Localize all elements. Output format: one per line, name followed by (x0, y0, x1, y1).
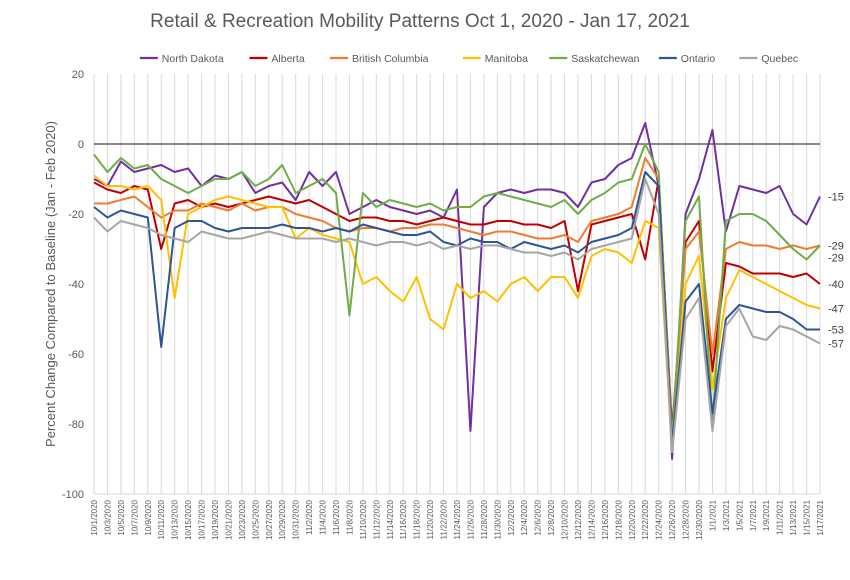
x-tick-label: 11/24/2020 (453, 499, 462, 539)
series-line-saskatchewan (93, 143, 821, 443)
x-tick-label: 12/10/2020 (561, 499, 570, 540)
x-tick-label: 1/17/2021 (816, 499, 825, 535)
x-tick-label: 11/4/2020 (319, 499, 328, 535)
series-line-north-dakota (93, 122, 821, 460)
x-tick-label: 10/9/2020 (144, 499, 153, 535)
end-label-manitoba: -47 (828, 304, 844, 316)
x-tick-label: 11/20/2020 (426, 499, 435, 539)
y-axis: 20 0 -20 -40 -60 -80 -100 (62, 69, 820, 501)
end-label-ontario: -53 (828, 325, 844, 337)
x-tick-label: 12/26/2020 (668, 499, 677, 540)
x-tick-label: 11/8/2020 (345, 499, 354, 535)
series-line-quebec (93, 178, 821, 453)
x-tick-label: 10/11/2020 (157, 499, 166, 539)
x-tick-label: 12/18/2020 (614, 499, 623, 540)
y-tick-label: 0 (78, 139, 84, 151)
x-tick-label: 12/22/2020 (641, 499, 650, 540)
legend-label-manitoba: Manitoba (485, 53, 528, 65)
y-axis-label: Percent Change Compared to Baseline (Jan… (43, 121, 58, 447)
x-tick-label: 12/2/2020 (507, 499, 516, 535)
legend-label-saskatchewan: Saskatchewan (571, 53, 639, 65)
x-tick-label: 1/15/2021 (803, 499, 812, 535)
x-tick-label: 10/27/2020 (265, 499, 274, 540)
legend-label-ontario: Ontario (681, 53, 716, 65)
end-label-north-dakota: -15 (828, 192, 844, 204)
x-tick-label: 11/6/2020 (332, 499, 341, 535)
y-tick-label: -80 (68, 419, 84, 431)
x-tick-label: 12/4/2020 (520, 499, 529, 535)
chart-title: Retail & Recreation Mobility Patterns Oc… (150, 11, 690, 32)
x-tick-label: 10/31/2020 (292, 499, 301, 540)
x-tick-label: 1/13/2021 (789, 499, 798, 535)
x-tick-label: 12/14/2020 (587, 499, 596, 540)
x-tick-label: 10/7/2020 (130, 499, 139, 535)
x-tick-label: 12/16/2020 (601, 499, 610, 540)
x-tick-label: 10/13/2020 (171, 499, 180, 540)
legend: North Dakota Alberta British Columbia Manit… (139, 53, 798, 65)
x-tick-label: 10/15/2020 (184, 499, 193, 540)
series-line-alberta (93, 178, 821, 432)
x-tick-label: 12/28/2020 (682, 499, 691, 540)
x-tick-label: 1/3/2021 (722, 499, 731, 531)
x-tick-label: 12/6/2020 (534, 499, 543, 535)
legend-label-quebec: Quebec (761, 53, 798, 65)
end-labels: -15 -29-29 -40 -47 -53 -57 (828, 192, 844, 351)
x-tick-label: 12/30/2020 (695, 499, 704, 540)
x-tick-label: 12/20/2020 (628, 499, 637, 540)
end-label-british-columbia: -29 (828, 241, 844, 253)
x-tick-label: 10/21/2020 (224, 499, 233, 540)
x-axis: 10/1/2020 10/3/2020 10/5/2020 10/7/2020 10/9… (90, 499, 825, 540)
x-tick-label: 12/8/2020 (547, 499, 556, 535)
x-tick-label: 11/22/2020 (440, 499, 449, 539)
series-layer (93, 122, 821, 460)
legend-label-alberta: Alberta (271, 53, 304, 65)
x-tick-label: 11/2/2020 (305, 499, 314, 535)
x-tick-label: 1/9/2021 (762, 499, 771, 531)
x-tick-label: 10/5/2020 (117, 499, 126, 535)
series-line-manitoba (93, 174, 821, 453)
end-label-alberta: -40 (828, 279, 844, 291)
legend-label-british-columbia: British Columbia (352, 53, 429, 65)
x-tick-label: 12/24/2020 (655, 499, 664, 540)
x-tick-label: 11/28/2020 (480, 499, 489, 539)
x-tick-label: 10/19/2020 (211, 499, 220, 540)
x-tick-label: 10/29/2020 (278, 499, 287, 540)
x-tick-label: 10/23/2020 (238, 499, 247, 540)
x-tick-label: 11/18/2020 (413, 499, 422, 539)
series-line-british-columbia (94, 157, 821, 439)
y-tick-label: -100 (62, 489, 84, 501)
x-tick-label: 11/30/2020 (493, 499, 502, 539)
x-tick-label: 11/14/2020 (386, 499, 395, 539)
y-tick-label: -20 (68, 209, 84, 221)
y-tick-label: -40 (68, 279, 84, 291)
x-tick-label: 10/17/2020 (198, 499, 207, 540)
x-tick-label: 1/7/2021 (749, 499, 758, 531)
y-tick-label: -60 (68, 349, 84, 361)
x-tick-label: 10/25/2020 (251, 499, 260, 540)
x-tick-label: 1/5/2021 (735, 499, 744, 531)
legend-label-north-dakota: North Dakota (162, 53, 224, 65)
x-tick-label: 11/10/2020 (359, 499, 368, 539)
x-tick-label: 1/11/2021 (776, 499, 785, 535)
x-tick-label: 10/1/2020 (90, 499, 99, 535)
x-tick-label: 1/1/2021 (708, 499, 717, 531)
x-tick-label: 11/12/2020 (372, 499, 381, 539)
x-tick-label: 10/3/2020 (103, 499, 112, 535)
y-tick-label: 20 (72, 69, 84, 81)
x-tick-label: 12/12/2020 (574, 499, 583, 540)
end-label-quebec: -57 (828, 339, 844, 351)
end-label-saskatchewan: -29 (828, 253, 844, 265)
x-tick-label: 11/26/2020 (466, 499, 475, 539)
x-tick-label: 11/16/2020 (399, 499, 408, 539)
